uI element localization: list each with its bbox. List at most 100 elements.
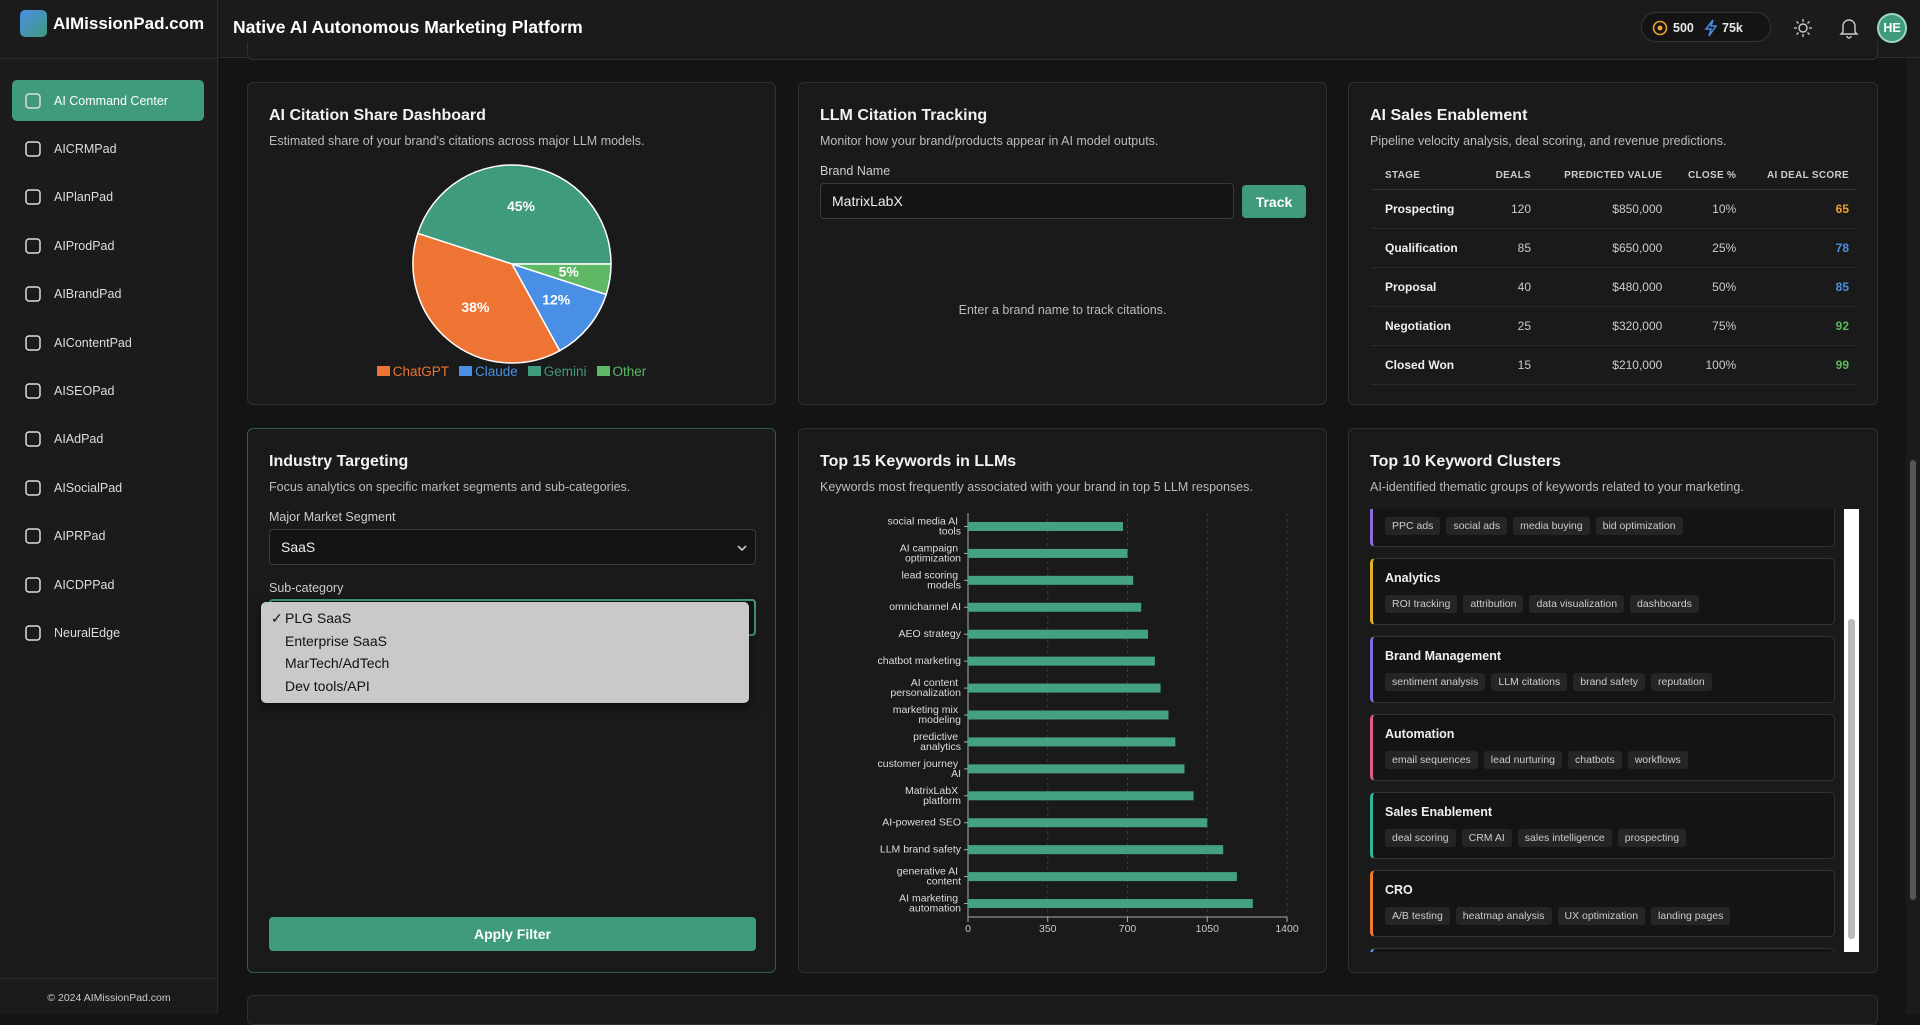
dropdown-option[interactable]: MarTech/AdTech [271, 655, 389, 671]
nav-item[interactable]: AIAdPad [12, 419, 204, 460]
y-tick-label: social media AI tools [887, 515, 961, 537]
nav-item[interactable]: AISocialPad [12, 467, 204, 508]
card-subtitle: Monitor how your brand/products appear i… [820, 134, 1159, 148]
nav-item[interactable]: AIPlanPad [12, 177, 204, 218]
next-card [247, 995, 1878, 1025]
tag: CRM AI [1461, 829, 1512, 847]
table-row: Proposal 40 $480,000 50% 85 [1371, 267, 1857, 307]
logo [20, 10, 47, 37]
bolt-icon [1704, 19, 1718, 37]
tag: media buying [1513, 517, 1590, 535]
brand-input[interactable]: MatrixLabX [820, 183, 1234, 219]
nav-icon [25, 189, 41, 206]
list-thumb [1848, 619, 1855, 939]
nav-item[interactable]: AICRMPad [12, 128, 204, 169]
nav-item[interactable]: AIProdPad [12, 225, 204, 266]
nav-icon [25, 383, 41, 399]
bar [968, 818, 1208, 828]
divider [0, 58, 218, 59]
icon-shape [25, 383, 41, 399]
legend-label: Other [612, 363, 647, 379]
nav-label: NeuralEdge [54, 625, 121, 640]
legend-swatch [458, 366, 472, 376]
legend-swatch [376, 366, 390, 376]
card-edge [247, 42, 1878, 60]
tag: bid optimization [1595, 517, 1683, 535]
energy: 75k [1722, 21, 1743, 35]
tag: prospecting [1617, 829, 1687, 847]
tag: lead nurturing [1483, 751, 1563, 769]
y-tick-label: lead scoring models [901, 569, 961, 591]
apply-button[interactable]: Apply Filter [269, 917, 756, 951]
nav-icon [25, 431, 41, 448]
empty-message: Enter a brand name to track citations. [958, 303, 1167, 317]
icon-shape [25, 528, 41, 544]
nav-label: AICDPPad [54, 577, 115, 592]
tag: sentiment analysis [1385, 673, 1486, 691]
card-title: Top 10 Keyword Clusters [1370, 453, 1561, 470]
y-tick-label: AI campaign optimization [900, 542, 961, 564]
cluster-card: PPC ads social ads media buying bid optimiz… [1370, 509, 1835, 547]
theme-toggle[interactable] [1793, 18, 1813, 38]
nav-item[interactable]: AIPRPad [12, 516, 204, 557]
cluster-tags: PPC ads social ads media buying bid optimiz… [1385, 517, 1683, 535]
bar [968, 764, 1185, 774]
cluster-name: Automation [1385, 727, 1455, 741]
dropdown-option[interactable]: ✓ PLG SaaS [271, 610, 351, 626]
notifications[interactable] [1839, 17, 1859, 39]
card-title: LLM Citation Tracking [820, 107, 988, 124]
tag: landing pages [1651, 907, 1731, 925]
legend-item: Gemini [527, 363, 587, 379]
icon-shape [25, 286, 41, 302]
nav-label: AISEOPad [54, 383, 115, 398]
table-row: Prospecting 120 $850,000 10% 65 [1371, 189, 1857, 229]
legend: ChatGPT Claude Gemini Other [248, 363, 775, 381]
x-tick-label: 1050 [1196, 923, 1220, 935]
column-header: AI DEAL SCORE [1744, 163, 1857, 190]
nav-item[interactable]: NeuralEdge [12, 612, 204, 653]
y-tick-label: chatbot marketing [878, 655, 962, 667]
track-button[interactable]: Track [1242, 185, 1306, 218]
table-cell: 85 [1744, 267, 1857, 307]
nav-label: AIProdPad [54, 238, 115, 253]
y-tick-label: customer journey AI [878, 758, 961, 780]
nav-item[interactable]: AIContentPad [12, 322, 204, 363]
nav-icon [25, 576, 41, 593]
tag: reputation [1651, 673, 1712, 691]
cluster-name: Analytics [1385, 571, 1441, 585]
nav-icon [25, 625, 41, 641]
nav-label: AIPlanPad [54, 190, 114, 205]
tag: chatbots [1568, 751, 1622, 769]
cluster-name: Brand Management [1385, 649, 1501, 663]
cluster-tags: deal scoring CRM AI sales intelligence pros… [1385, 829, 1687, 847]
bar [968, 872, 1237, 882]
legend-label: Gemini [543, 363, 587, 379]
slice-label: 45% [507, 198, 536, 214]
pie-slice [416, 164, 612, 265]
tag: heatmap analysis [1455, 907, 1552, 925]
table-cell: 78 [1744, 228, 1857, 268]
segment-select[interactable]: SaaS [269, 529, 756, 565]
brand: AIMissionPad.com [53, 14, 205, 33]
nav-item[interactable]: AI Command Center [12, 80, 204, 121]
nav-label: AIContentPad [54, 335, 132, 350]
slice-label: 5% [559, 264, 580, 280]
tag: A/B testing [1385, 907, 1450, 925]
icon-shape [25, 92, 41, 109]
header-row: STAGE DEALS PREDICTED VALUE CLOSE % AI DEAL … [1371, 163, 1857, 190]
nav-label: AISocialPad [54, 480, 123, 495]
tag: social ads [1446, 517, 1508, 535]
cluster-tags: A/B testing heatmap analysis UX optimizati… [1385, 907, 1731, 925]
nav-label: AIAdPad [54, 432, 104, 447]
nav-item[interactable]: AISEOPad [12, 370, 204, 411]
cluster-tags: email sequences lead nurturing chatbots wor… [1385, 751, 1688, 769]
card-subtitle: AI-identified thematic groups of keyword… [1370, 480, 1744, 494]
dropdown-option[interactable]: Dev tools/API [271, 678, 370, 694]
nav-item[interactable]: AIBrandPad [12, 274, 204, 315]
tag: ROI tracking [1385, 595, 1458, 613]
nav-item[interactable]: AICDPPad [12, 564, 204, 605]
dropdown-option[interactable]: Enterprise SaaS [271, 633, 387, 649]
avatar[interactable]: HE [1877, 13, 1907, 43]
option-label: PLG SaaS [285, 610, 352, 626]
